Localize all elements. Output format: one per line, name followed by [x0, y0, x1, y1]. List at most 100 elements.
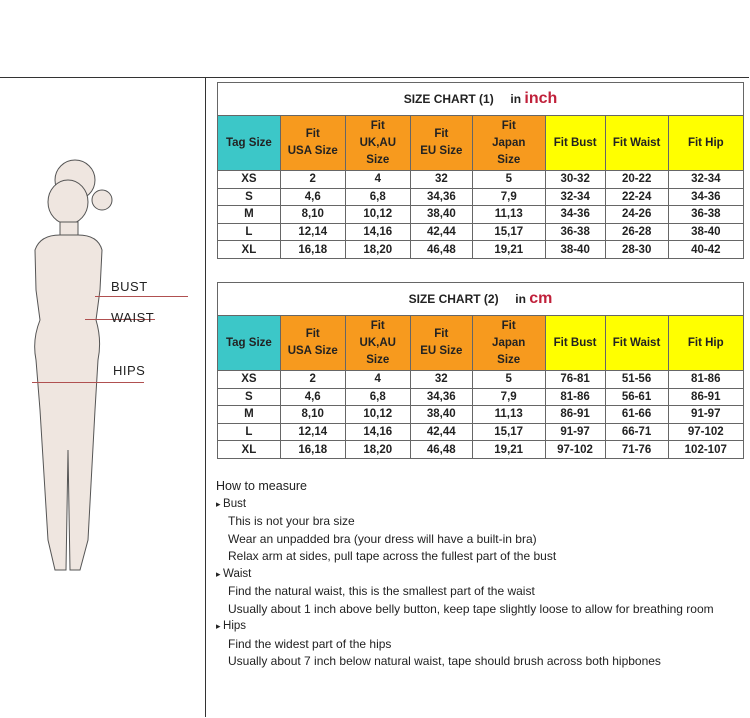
cell: 34,36 — [409, 387, 473, 407]
cell: 7,9 — [471, 387, 546, 407]
cell: 10,12 — [344, 405, 411, 424]
cell: 14,16 — [344, 222, 411, 242]
column-header: Fit Japan Size — [471, 315, 546, 371]
cell: 34-36 — [544, 205, 606, 224]
cell: S — [217, 387, 281, 407]
measure-heading: How to measure — [216, 479, 308, 493]
cell: 38-40 — [667, 222, 745, 242]
cell: 10,12 — [344, 205, 411, 224]
cell: L — [217, 422, 281, 442]
cell: 11,13 — [471, 405, 546, 424]
cell: 19,21 — [471, 240, 546, 259]
table-row: M 8,10 10,12 38,40 11,13 86-91 61-66 91-97 — [217, 405, 745, 424]
waist-line — [85, 319, 155, 320]
table-row: XL 16,18 18,20 46,48 19,21 38-40 28-30 40-42 — [217, 240, 745, 259]
column-header: Tag Size — [217, 315, 281, 371]
instruction-line: Find the natural waist, this is the smal… — [228, 584, 535, 598]
section-hips: Hips — [216, 618, 714, 636]
cell: 8,10 — [279, 205, 346, 224]
column-header: Fit Bust — [544, 315, 606, 371]
bust-label: BUST — [111, 279, 148, 294]
cell: 71-76 — [604, 440, 669, 459]
section-waist: Waist — [216, 566, 714, 584]
cell: 42,44 — [409, 222, 473, 242]
instruction-line: Find the widest part of the hips — [228, 636, 392, 651]
cell: 8,10 — [279, 405, 346, 424]
cell: 38,40 — [409, 405, 473, 424]
table-row: S 4,6 6,8 34,36 7,9 81-86 56-61 86-91 — [217, 387, 745, 407]
cell: XS — [217, 170, 281, 189]
column-header: Fit EU Size — [409, 315, 473, 371]
instruction-line: Relax arm at sides, pull tape across the… — [228, 549, 557, 563]
cell: 36-38 — [544, 222, 606, 242]
column-header: Tag Size — [217, 115, 281, 171]
cell: 15,17 — [471, 422, 546, 442]
cell: 97-102 — [667, 422, 745, 442]
cell: 32 — [409, 370, 473, 389]
column-header: Fit USA Size — [279, 115, 346, 171]
instruction-line: Wear an unpadded bra (your dress will ha… — [228, 531, 537, 546]
cell: 18,20 — [344, 440, 411, 459]
cell: 12,14 — [279, 222, 346, 242]
cell: 46,48 — [409, 240, 473, 259]
cell: 32-34 — [544, 187, 606, 207]
cell: 51-56 — [604, 370, 669, 389]
cell: L — [217, 222, 281, 242]
frame — [0, 77, 749, 718]
cell: 76-81 — [544, 370, 606, 389]
divider — [205, 77, 206, 717]
column-header: Fit Waist — [604, 315, 669, 371]
bust-line — [95, 296, 188, 297]
cell: M — [217, 205, 281, 224]
cell: 34-36 — [667, 187, 745, 207]
column-header: Fit Hip — [667, 115, 745, 171]
cell: 7,9 — [471, 187, 546, 207]
cell: 6,8 — [344, 187, 411, 207]
cell: 66-71 — [604, 422, 669, 442]
cell: 81-86 — [667, 370, 745, 389]
cell: 32-34 — [667, 170, 745, 189]
column-header: Fit USA Size — [279, 315, 346, 371]
cell: 2 — [279, 170, 346, 189]
instruction-line: Usually about 1 inch above belly button,… — [228, 601, 714, 616]
size-chart-inch: SIZE CHART (1) in inch Tag Size Fit USA Si… — [217, 82, 745, 259]
body-figure-illustration — [34, 159, 113, 571]
cell: 38-40 — [544, 240, 606, 259]
cell: 40-42 — [667, 240, 745, 259]
table-row: M 8,10 10,12 38,40 11,13 34-36 24-26 36-38 — [217, 205, 745, 224]
waist-label: WAIST — [111, 310, 155, 325]
table-row: XS 2 4 32 5 30-32 20-22 32-34 — [217, 170, 745, 189]
column-header: Fit Waist — [604, 115, 669, 171]
cell: 86-91 — [544, 405, 606, 424]
cell: 11,13 — [471, 205, 546, 224]
chart-title: SIZE CHART (2) in cm — [217, 282, 744, 316]
cell: XL — [217, 240, 281, 259]
cell: XS — [217, 370, 281, 389]
section-bust: Bust — [216, 496, 714, 514]
chart-title: SIZE CHART (1) in inch — [217, 82, 744, 116]
cell: 91-97 — [544, 422, 606, 442]
table-row: S 4,6 6,8 34,36 7,9 32-34 22-24 34-36 — [217, 187, 745, 207]
cell: 19,21 — [471, 440, 546, 459]
cell: 34,36 — [409, 187, 473, 207]
cell: S — [217, 187, 281, 207]
cell: 30-32 — [544, 170, 606, 189]
cell: 28-30 — [604, 240, 669, 259]
cell: 4 — [344, 170, 411, 189]
column-header: Fit Japan Size — [471, 115, 546, 171]
cell: 18,20 — [344, 240, 411, 259]
cell: 5 — [471, 170, 546, 189]
size-chart-cm: SIZE CHART (2) in cm Tag Size Fit USA Size… — [217, 282, 745, 459]
cell: 56-61 — [604, 387, 669, 407]
cell: 15,17 — [471, 222, 546, 242]
column-header: Fit UK,AU Size — [344, 115, 411, 171]
cell: XL — [217, 440, 281, 459]
hips-line — [32, 382, 144, 383]
cell: 42,44 — [409, 422, 473, 442]
cell: 5 — [471, 370, 546, 389]
cell: 12,14 — [279, 422, 346, 442]
unit: cm — [529, 290, 553, 307]
cell: 6,8 — [344, 387, 411, 407]
cell: 38,40 — [409, 205, 473, 224]
